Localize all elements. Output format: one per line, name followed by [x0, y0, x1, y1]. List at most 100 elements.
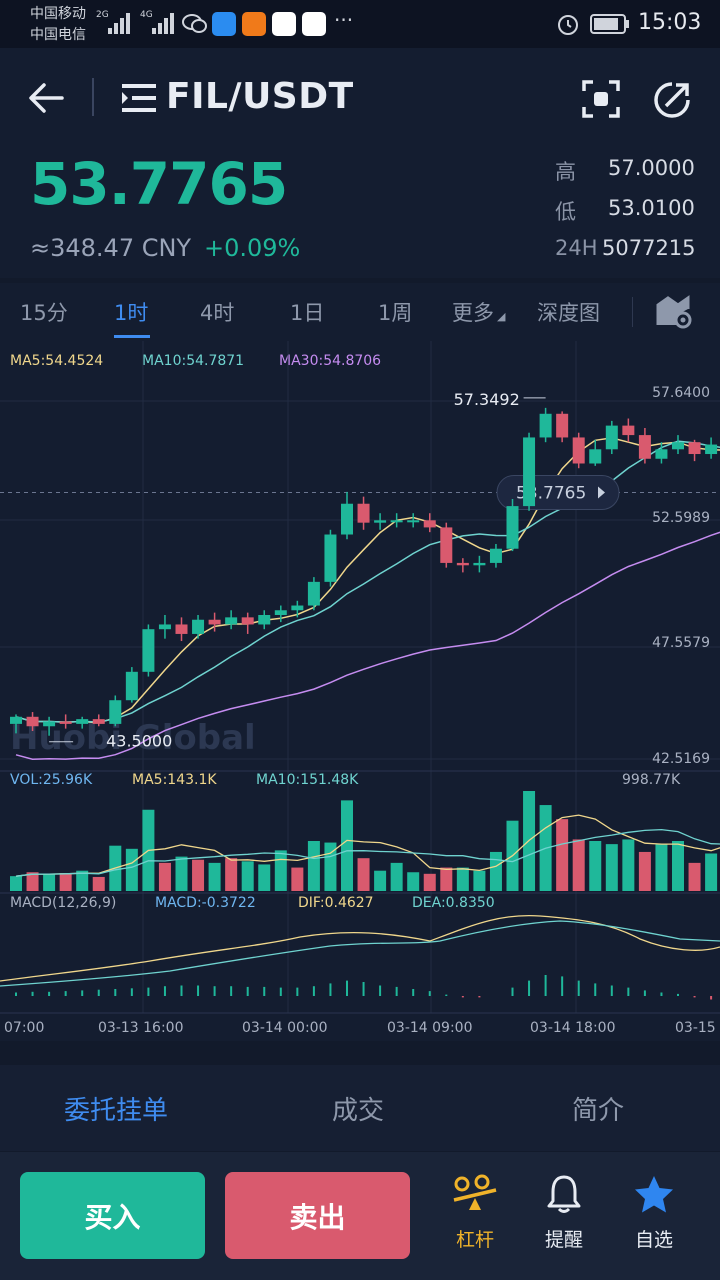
- volume-bar: [225, 858, 238, 891]
- candle-body: [390, 520, 403, 523]
- app-icon-b: [272, 12, 296, 36]
- back-arrow-icon[interactable]: [28, 82, 64, 114]
- candle-body: [638, 435, 651, 459]
- sell-button[interactable]: 卖出: [225, 1172, 410, 1259]
- status-bar: 中国移动 中国电信 2G 4G ··· 15:03: [0, 0, 720, 48]
- app-icon-orange: [242, 12, 266, 36]
- volume-bar: [374, 870, 387, 891]
- chart-grid: [0, 341, 720, 1014]
- carrier-1: 中国移动: [30, 6, 86, 22]
- alert-label: 提醒: [544, 1229, 583, 1251]
- ma30-label: MA30:54.8706: [279, 353, 382, 369]
- buy-button[interactable]: 买入: [20, 1172, 205, 1259]
- tab-trades[interactable]: 成交: [332, 1096, 385, 1126]
- volume-bar: [638, 851, 651, 891]
- volume-24h-value: 5077215: [602, 236, 696, 260]
- candle-body: [523, 437, 536, 507]
- volume-bar: [688, 862, 701, 891]
- kline-chart[interactable]: MA5:54.4524 MA10:54.7871 MA30:54.8706 Hu…: [0, 341, 720, 1041]
- timeframe-tabs: 15分 1时 4时 1日 1周 更多 ◢ 深度图: [0, 283, 720, 341]
- volume-ma10-line: [15, 828, 720, 877]
- candles: [10, 407, 718, 736]
- pair-title[interactable]: FIL/USDT: [166, 76, 354, 117]
- active-tab-indicator: [114, 335, 150, 338]
- candle-body: [26, 716, 39, 727]
- tab-intro[interactable]: 简介: [572, 1096, 625, 1126]
- volume-bar: [291, 867, 304, 891]
- chart-settings-icon[interactable]: [656, 295, 694, 329]
- share-icon[interactable]: [652, 80, 692, 120]
- tab-depth[interactable]: 深度图: [537, 301, 600, 325]
- volume-bar: [705, 853, 718, 891]
- dea-line: [0, 920, 720, 987]
- volume-bar: [407, 872, 420, 891]
- low-value: 53.0100: [608, 196, 695, 220]
- y-tick-label: 52.5989: [652, 510, 710, 526]
- candle-body: [158, 624, 171, 630]
- tab-1day[interactable]: 1日: [290, 301, 325, 325]
- candle-body: [175, 624, 188, 634]
- axis-labels: 57.6400 52.5989 47.5579 42.5169 07:00 03-13 1…: [4, 385, 716, 1036]
- volume-bar: [241, 861, 254, 891]
- candle-body: [605, 425, 618, 450]
- dropdown-triangle-icon: ◢: [497, 310, 506, 323]
- volume-bar: [76, 870, 89, 891]
- candle-body: [473, 562, 486, 566]
- candle-body: [241, 617, 254, 625]
- x-tick-label: 03-13 16:00: [98, 1020, 183, 1036]
- volume-ma5-line: [15, 814, 720, 877]
- market-list-icon[interactable]: [122, 84, 156, 112]
- volume-bar: [307, 841, 320, 891]
- screenshot-icon[interactable]: [582, 80, 620, 118]
- app-icon-plane: [302, 12, 326, 36]
- candle-body: [192, 619, 205, 634]
- vol-max-label: 998.77K: [622, 772, 681, 788]
- volume-bar: [655, 844, 668, 891]
- candle-body: [291, 605, 304, 611]
- wechat-icon: [182, 14, 207, 33]
- tab-1week[interactable]: 1周: [378, 301, 413, 325]
- candle-body: [258, 614, 271, 625]
- leverage-label: 杠杆: [455, 1229, 494, 1251]
- volume-bar: [456, 867, 469, 891]
- ma5-label: MA5:54.4524: [10, 353, 104, 369]
- candle-body: [489, 548, 502, 563]
- candle-body: [109, 700, 122, 724]
- dea-label: DEA:0.8350: [412, 895, 495, 911]
- candle-body: [672, 442, 684, 450]
- candle-body: [688, 442, 701, 455]
- volume-bar: [92, 876, 105, 891]
- candle-body: [705, 444, 718, 455]
- leverage-action[interactable]: 杠杆: [435, 1174, 515, 1252]
- candle-body: [655, 449, 668, 459]
- tab-4hour[interactable]: 4时: [200, 301, 235, 325]
- volume-bar: [125, 848, 138, 891]
- tab-more[interactable]: 更多 ◢: [452, 297, 505, 327]
- candle-body: [374, 520, 387, 523]
- volume-bar: [440, 867, 453, 891]
- macd-params-label: MACD(12,26,9): [10, 895, 117, 911]
- volume-bar: [26, 872, 39, 891]
- volume-bar: [341, 800, 353, 891]
- favorite-action[interactable]: 自选: [614, 1174, 694, 1252]
- max-marker-text: 57.3492: [454, 390, 520, 409]
- tab-orders[interactable]: 委托挂单: [64, 1096, 169, 1126]
- candle-body: [125, 671, 138, 701]
- candle-body: [43, 721, 56, 727]
- tab-15min[interactable]: 15分: [20, 301, 68, 325]
- volume-bar: [589, 841, 602, 891]
- carrier-2: 中国电信: [30, 27, 86, 43]
- volume-bar: [208, 862, 221, 891]
- current-price-arrow-icon: [598, 486, 605, 499]
- tab-1hour[interactable]: 1时: [114, 301, 149, 325]
- more-notifications-icon: ···: [334, 8, 354, 32]
- candle-body: [423, 520, 436, 528]
- volume-bar: [192, 859, 205, 891]
- volume-bar: [605, 844, 618, 891]
- price-panel: 53.7765 ≈348.47 CNY +0.09% 高 57.0000 低 5…: [0, 148, 720, 278]
- alert-action[interactable]: 提醒: [524, 1174, 604, 1252]
- candle-body: [208, 619, 221, 625]
- x-tick-label: 03-14 00:00: [242, 1020, 327, 1036]
- volume-bar: [10, 876, 22, 891]
